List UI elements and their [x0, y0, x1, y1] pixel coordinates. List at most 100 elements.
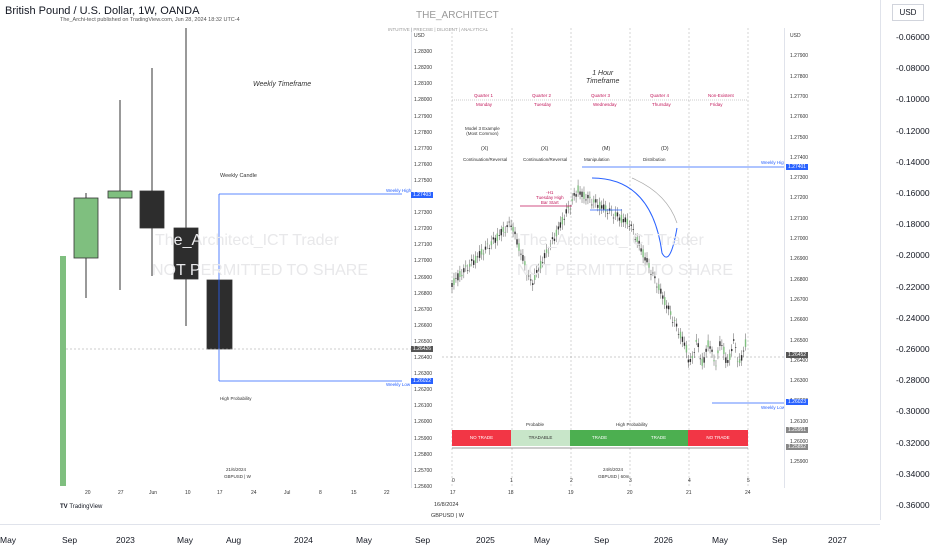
weekly-price-tick: 1.25700 [414, 467, 433, 474]
weekly-time-tick: Jul [284, 490, 291, 496]
hourly-candle [709, 346, 711, 349]
hourly-candle [624, 217, 627, 223]
brand-tagline: INTUITIVE | PRECISE | DILIGENT | ANALYTI… [388, 27, 489, 32]
main-time-axis[interactable] [0, 524, 880, 551]
main-price-tick: -0.10000 [896, 94, 930, 105]
hourly-candle [618, 217, 621, 221]
hourly-candle [595, 199, 597, 203]
hourly-candle [543, 253, 546, 259]
hourly-candle [616, 212, 619, 217]
hourly-candle [738, 359, 741, 363]
phase-name: Distribution [643, 157, 666, 162]
time-tick: May [0, 535, 17, 545]
hourly-price-axis[interactable] [784, 28, 815, 488]
quarter-day: Monday [476, 102, 493, 107]
hourly-extra-flag-2: 1.25852 [786, 444, 809, 450]
weekly-price-tick: 1.26600 [414, 322, 433, 329]
weekly-low-text: Weekly Low [386, 382, 411, 387]
hourly-candle [512, 226, 514, 232]
hourly-candle [575, 194, 577, 197]
hourly-candle [471, 259, 473, 261]
main-price-tick: -0.14000 [896, 156, 930, 167]
hourly-candle [480, 249, 483, 255]
hourly-candle [500, 229, 502, 236]
hourly-price-tick: 1.27800 [790, 73, 809, 80]
hourly-candle [642, 249, 644, 258]
hourly-candle [691, 355, 694, 359]
hourly-candle [687, 359, 690, 363]
weekly-price-tick: 1.27700 [414, 145, 433, 152]
quarter-name: Quarter 3 [591, 93, 611, 98]
currency-selector[interactable]: USD [892, 4, 924, 21]
time-tick: 2027 [828, 535, 847, 545]
hourly-candle [490, 241, 493, 246]
quarter-day: Wednesday [593, 102, 617, 107]
weekly-time-tick: 20 [85, 490, 91, 496]
weekly-price-tick: USD [414, 33, 425, 39]
zone-label-high-probability: High Probability [616, 422, 648, 427]
main-price-tick: -0.06000 [896, 32, 930, 42]
weekly-price-tick: 1.25800 [414, 451, 433, 458]
tradingview-logo-text: TradingView [69, 504, 103, 510]
hourly-weekly-high-text: Weekly High [761, 160, 787, 165]
hourly-candle [461, 274, 463, 277]
hourly-candle [622, 219, 625, 223]
hourly-candle [536, 270, 538, 273]
weekly-price-tick: 1.26300 [414, 371, 433, 378]
hourly-candle [729, 353, 731, 360]
weekly-time-tick: 17 [217, 490, 223, 496]
hourly-price-tick: 1.27900 [790, 53, 809, 60]
weekly-candle-label: Weekly Candle [220, 173, 257, 179]
hourly-candle [569, 208, 571, 210]
hourly-candle [723, 346, 725, 355]
weekly-time-tick: 10 [185, 490, 191, 496]
hourly-price-tick: 1.27000 [790, 236, 809, 242]
quarter-name: Non-Existent [708, 93, 734, 98]
hourly-candle [685, 344, 688, 353]
time-tick: Sep [415, 535, 431, 545]
bear-candle [206, 279, 233, 350]
time-tick: 2024 [294, 535, 313, 545]
hourly-candle [693, 352, 696, 353]
weekly-date-stamp: 21/6/2024 [226, 467, 247, 472]
hourly-candle [666, 305, 668, 309]
weekly-price-tick: 1.28000 [414, 97, 433, 104]
weekly-price-tick: 1.26900 [414, 274, 433, 281]
hourly-price-tick: 1.27700 [790, 93, 809, 100]
hourly-candle [733, 339, 735, 341]
hourly-candle [673, 320, 676, 321]
model-label: Model 3 Example (Most Common) [465, 126, 500, 136]
hourly-price-tick: 1.26900 [790, 256, 809, 263]
hourly-weekly-low-text: Weekly Low [761, 405, 786, 410]
time-tick: May [534, 535, 551, 545]
hourly-candle [601, 205, 603, 209]
weekly-time-tick: 8 [319, 490, 322, 496]
hourly-candle [707, 340, 709, 348]
hourly-candle [532, 283, 534, 285]
time-tick: Sep [594, 535, 610, 545]
hourly-candle [565, 209, 567, 214]
hourly-candle [697, 343, 699, 348]
weekly-price-axis[interactable] [411, 28, 437, 488]
hourly-candle [545, 249, 548, 253]
chart-subtitle: The_Archi-tect published on TradingView.… [60, 17, 240, 23]
time-tick: May [356, 535, 373, 545]
hourly-candle [675, 323, 678, 327]
hourly-candle [671, 322, 674, 323]
hourly-candle [604, 205, 607, 212]
tradingview-logo[interactable]: TV TradingView [60, 504, 102, 510]
hourly-sub-tick: 3 [629, 478, 632, 484]
main-price-tick: -0.34000 [896, 468, 930, 479]
hourly-price-tick: 1.26800 [790, 276, 809, 283]
hourly-candle [638, 240, 640, 246]
hourly-candle [526, 274, 528, 275]
time-tick: 2023 [116, 535, 135, 545]
weekly-price-tick: 1.27300 [414, 210, 433, 217]
hourly-sub-tick: 4 [688, 478, 691, 484]
hourly-candle [683, 342, 686, 346]
hourly-date-stamp: 24/6/2024 [603, 467, 624, 472]
hourly-price-tick: 1.26500 [790, 337, 809, 344]
time-tick: 2026 [654, 535, 673, 545]
hourly-candle [717, 350, 719, 354]
main-price-axis[interactable] [880, 0, 932, 520]
